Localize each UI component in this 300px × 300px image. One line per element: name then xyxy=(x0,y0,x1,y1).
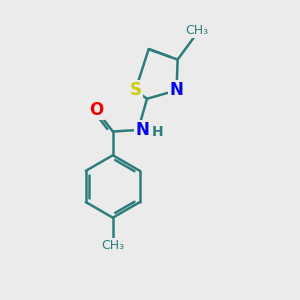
Text: N: N xyxy=(136,121,149,139)
Text: S: S xyxy=(129,81,141,99)
Text: CH₃: CH₃ xyxy=(185,24,208,37)
Text: N: N xyxy=(169,81,184,99)
Text: H: H xyxy=(152,125,163,140)
Text: O: O xyxy=(89,101,103,119)
Text: CH₃: CH₃ xyxy=(101,239,124,252)
